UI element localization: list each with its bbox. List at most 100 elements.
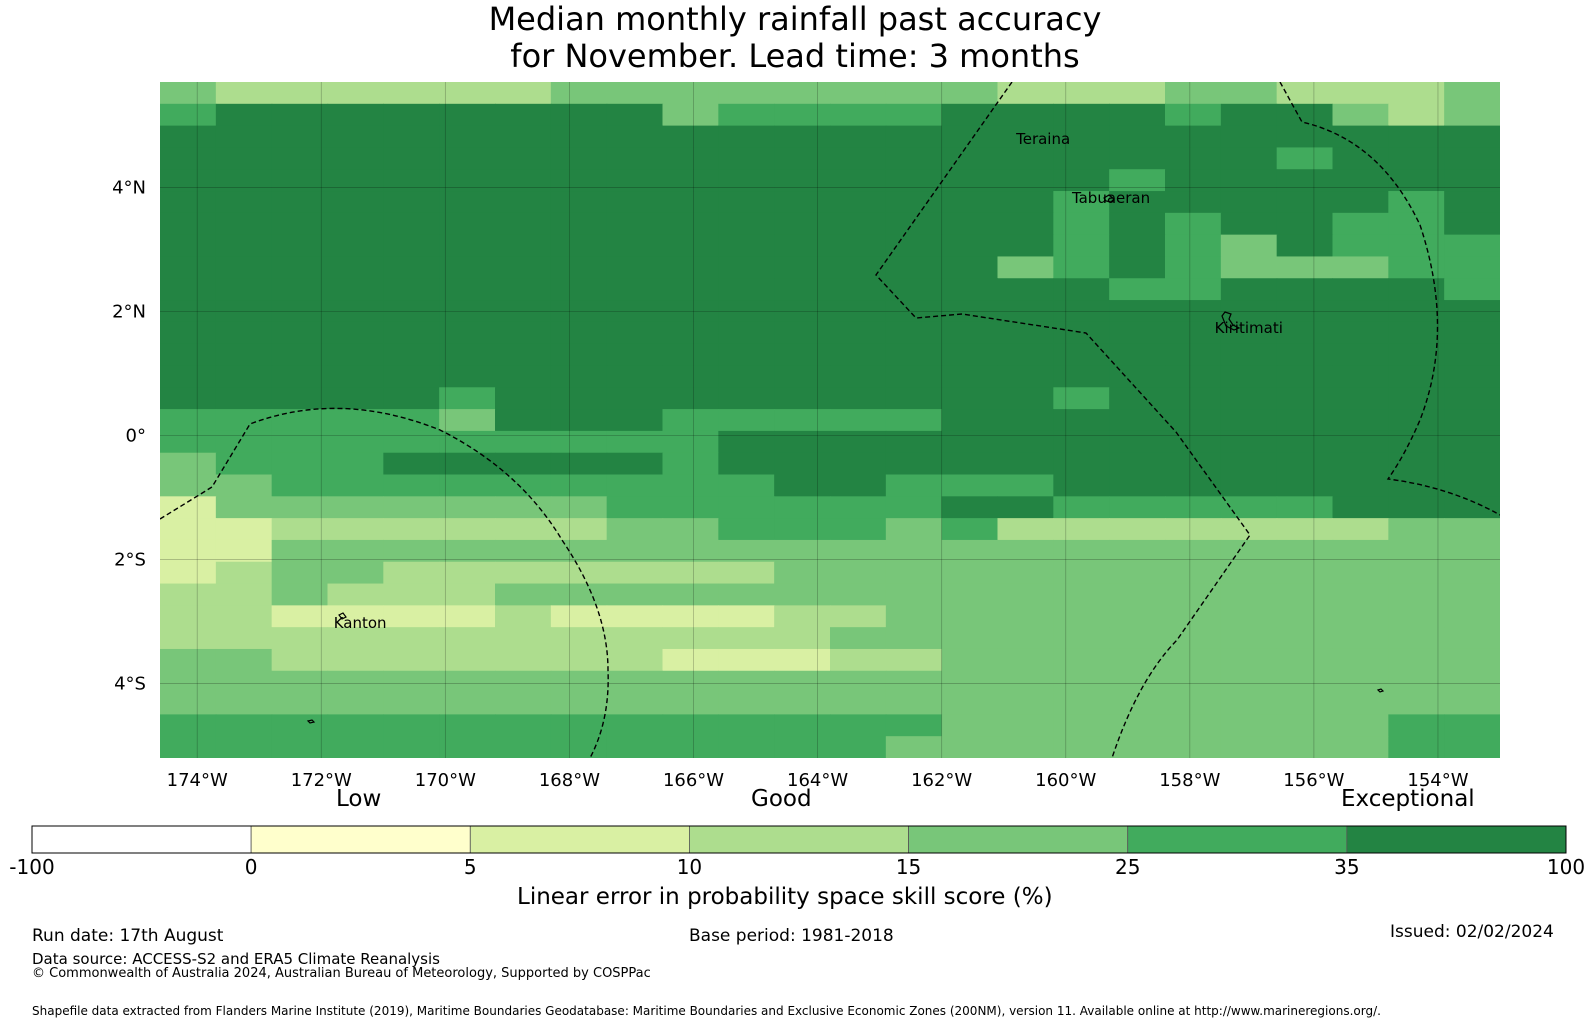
grid-cell	[885, 409, 943, 432]
grid-cell	[1053, 670, 1110, 694]
grid-cell	[495, 365, 552, 388]
grid-cell	[774, 627, 831, 650]
grid-cell	[606, 496, 664, 519]
grid-cell	[662, 561, 719, 585]
colorbar-segment	[31, 825, 252, 854]
grid-cell	[327, 387, 384, 410]
grid-cell	[718, 452, 775, 476]
grid-cell	[662, 583, 719, 606]
grid-cell	[1444, 496, 1500, 519]
grid-cell	[830, 191, 887, 214]
place-labels: Teraina Tabuaeran Kiritimati Kanton	[334, 130, 1283, 632]
grid-cell	[1444, 474, 1500, 497]
grid-cell	[1109, 605, 1166, 628]
grid-cell	[774, 212, 831, 236]
grid-cell	[1388, 605, 1445, 628]
grid-cell	[1276, 714, 1334, 737]
grid-cell	[1220, 692, 1278, 715]
grid-cell	[1332, 714, 1389, 737]
grid-cell	[1053, 256, 1110, 279]
grid-cell	[1053, 212, 1110, 236]
grid-cell	[997, 212, 1054, 236]
grid-cell	[606, 648, 664, 672]
latitude-label: 4°S	[114, 674, 146, 695]
grid-cell	[495, 125, 552, 149]
grid-cell	[718, 736, 775, 758]
grid-cell	[160, 147, 217, 170]
grid-cell	[1053, 125, 1110, 149]
grid-cell	[885, 387, 943, 410]
grid-cell	[662, 343, 719, 367]
grid-cell	[830, 103, 887, 127]
grid-cell	[662, 300, 719, 323]
grid-cell	[271, 147, 329, 170]
grid-cell	[160, 692, 217, 715]
grid-cell	[1444, 125, 1500, 149]
grid-cell	[1444, 583, 1500, 606]
grid-cell	[1332, 648, 1389, 672]
grid-cell	[1109, 474, 1166, 497]
grid-cell	[327, 605, 384, 628]
grid-cell	[160, 387, 217, 410]
grid-cell	[383, 452, 440, 476]
grid-cell	[606, 212, 664, 236]
grid-cell	[941, 343, 999, 367]
grid-cell	[1276, 561, 1334, 585]
grid-cell	[1053, 409, 1110, 432]
grid-cell	[606, 627, 664, 650]
grid-cell	[1276, 82, 1334, 105]
grid-cell	[774, 561, 831, 585]
grid-cell	[327, 212, 384, 236]
grid-cell	[1332, 430, 1389, 454]
grid-cell	[774, 278, 831, 301]
grid-cell	[830, 714, 887, 737]
grid-cell	[662, 539, 719, 563]
place-label: Kanton	[334, 614, 387, 632]
grid-cell	[774, 256, 831, 279]
grid-cell	[215, 300, 273, 323]
grid-cell	[830, 409, 887, 432]
grid-cell	[327, 256, 384, 279]
grid-cell	[439, 670, 496, 694]
latitude-tick-labels: 4°N 2°N 0° 2°S 4°S	[112, 177, 146, 694]
grid-cell	[327, 736, 384, 758]
grid-cell	[662, 103, 719, 127]
colorbar-segment	[1127, 825, 1348, 854]
grid-cell	[997, 648, 1054, 672]
grid-cell	[1276, 365, 1334, 388]
grid-cell	[1332, 343, 1389, 367]
grid-cell	[495, 343, 552, 367]
grid-cell	[1444, 234, 1500, 258]
colorbar-tick-label: 35	[1334, 855, 1360, 879]
grid-cell	[1388, 191, 1445, 214]
grid-cell	[718, 692, 775, 715]
grid-cell	[495, 169, 552, 192]
grid-cell	[327, 692, 384, 715]
grid-cell	[941, 278, 999, 301]
grid-cell	[885, 648, 943, 672]
grid-cell	[439, 321, 496, 345]
skill-grid	[160, 82, 1500, 758]
grid-cell	[662, 212, 719, 236]
grid-cell	[1220, 343, 1278, 367]
grid-cell	[997, 300, 1054, 323]
grid-cell	[271, 234, 329, 258]
grid-cell	[327, 343, 384, 367]
grid-cell	[1388, 627, 1445, 650]
eez-boundary-line	[160, 407, 609, 758]
grid-cell	[215, 343, 273, 367]
grid-cell	[1388, 125, 1445, 149]
grid-cell	[1388, 583, 1445, 606]
grid-cell	[327, 82, 384, 105]
grid-cell	[1388, 714, 1445, 737]
grid-cell	[550, 627, 608, 650]
grid-cell	[550, 82, 608, 105]
grid-cell	[1388, 343, 1445, 367]
place-label: Teraina	[1015, 130, 1070, 148]
grid-cell	[550, 539, 608, 563]
grid-cell	[1165, 670, 1222, 694]
grid-cell	[383, 125, 440, 149]
grid-cell	[439, 387, 496, 410]
grid-cell	[941, 234, 999, 258]
grid-cell	[885, 430, 943, 454]
